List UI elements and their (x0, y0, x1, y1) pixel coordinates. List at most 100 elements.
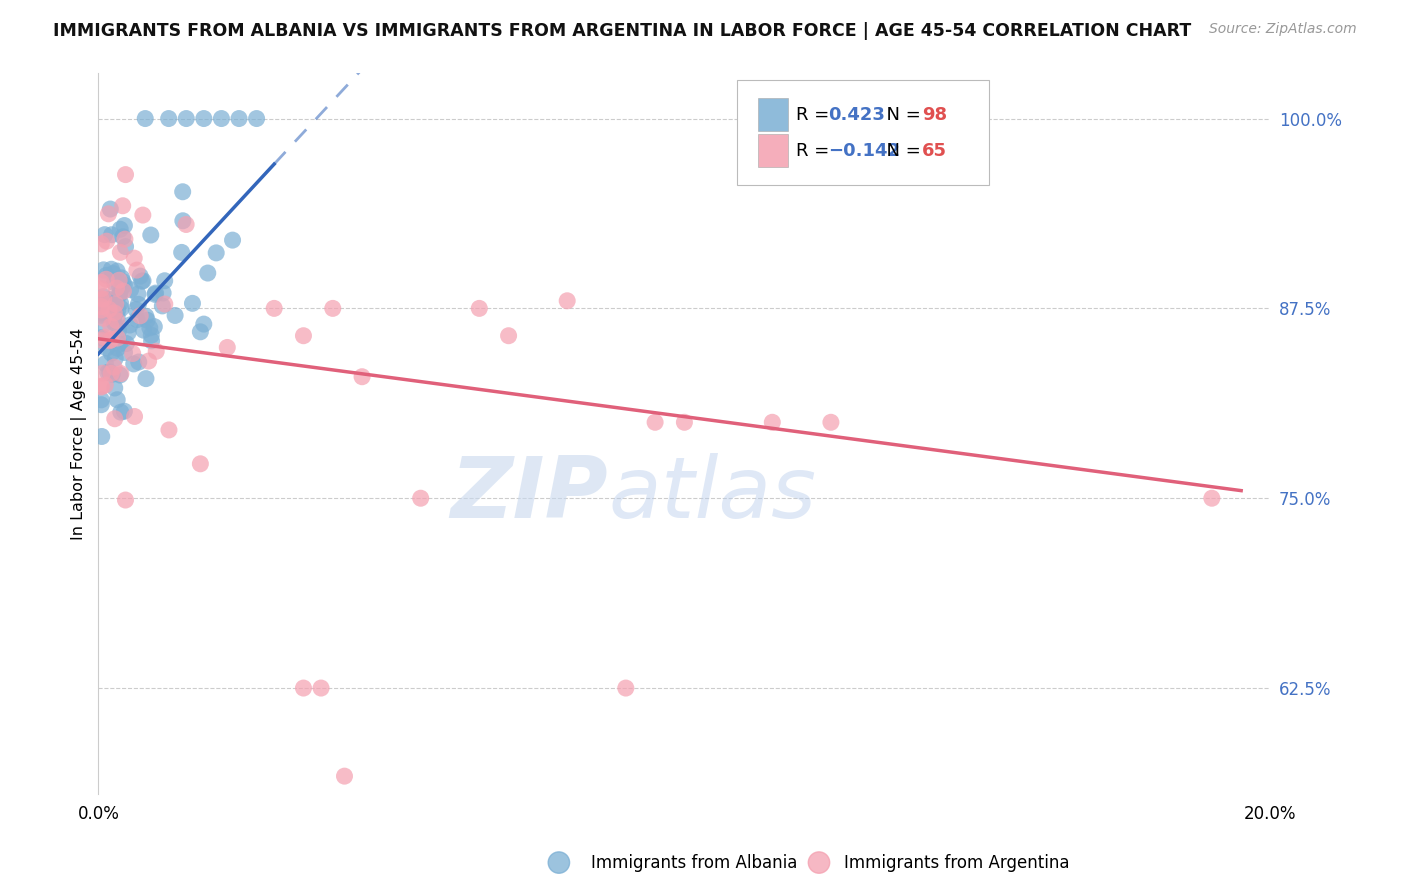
Point (93, 311, 115, 326)
Point (292, 328, 315, 343)
Point (103, 360, 125, 375)
Point (97, 207, 120, 221)
Point (131, 274, 153, 288)
Text: Immigrants from Argentina: Immigrants from Argentina (844, 855, 1069, 872)
Point (122, 251, 145, 265)
Point (135, 310, 157, 324)
Point (104, 276, 127, 290)
Point (197, 266, 219, 280)
Point (90, 380, 112, 394)
Point (111, 274, 134, 288)
Point (91, 334, 114, 348)
Point (170, 245, 193, 260)
Point (105, 264, 128, 278)
Point (143, 319, 166, 334)
Point (190, 457, 212, 471)
Point (157, 112, 180, 126)
Point (217, 341, 239, 355)
Point (157, 423, 180, 437)
Point (115, 336, 138, 351)
Point (141, 328, 163, 343)
Point (112, 404, 135, 418)
Point (90, 306, 112, 320)
Point (90, 300, 112, 314)
Point (118, 318, 141, 332)
Point (101, 267, 124, 281)
Point (111, 281, 134, 295)
Point (90, 293, 112, 307)
Point (110, 296, 132, 310)
Y-axis label: In Labor Force | Age 45-54: In Labor Force | Age 45-54 (72, 327, 87, 540)
Point (103, 316, 125, 330)
Text: N =: N = (876, 142, 927, 160)
Point (322, 301, 344, 316)
Point (136, 313, 159, 327)
Point (134, 112, 156, 126)
Text: R =: R = (796, 142, 835, 160)
Point (103, 310, 125, 325)
Point (112, 277, 135, 292)
Point (143, 287, 166, 301)
Point (108, 286, 131, 301)
Point (205, 246, 228, 260)
Point (105, 310, 128, 324)
Point (104, 297, 127, 311)
Point (112, 284, 135, 298)
Point (127, 312, 149, 326)
Point (110, 245, 132, 260)
Point (90, 308, 112, 322)
Point (96, 234, 118, 248)
Point (172, 214, 194, 228)
Point (90, 276, 112, 290)
Point (94, 330, 117, 344)
Point (104, 381, 127, 395)
Point (96, 297, 118, 311)
Bar (758, 98, 787, 131)
Point (174, 218, 197, 232)
Point (104, 351, 127, 366)
Point (309, 681, 332, 695)
Point (94, 378, 117, 392)
Point (104, 411, 127, 425)
Point (98, 293, 121, 307)
Point (90, 292, 112, 306)
Point (96, 272, 118, 286)
Point (103, 306, 125, 320)
Point (107, 341, 129, 355)
Point (127, 287, 149, 301)
Point (108, 273, 131, 287)
Point (132, 208, 155, 222)
Point (97, 366, 120, 380)
Point (90, 302, 112, 317)
Point (107, 323, 129, 337)
Point (150, 299, 173, 313)
Text: IMMIGRANTS FROM ALBANIA VS IMMIGRANTS FROM ARGENTINA IN LABOR FORCE | AGE 45-54 : IMMIGRANTS FROM ALBANIA VS IMMIGRANTS FR… (53, 22, 1192, 40)
Point (138, 354, 160, 368)
Point (139, 227, 162, 242)
Point (129, 309, 152, 323)
FancyBboxPatch shape (737, 80, 990, 185)
Point (132, 274, 155, 288)
Text: −0.142: −0.142 (828, 142, 901, 160)
Point (117, 326, 139, 340)
Text: R =: R = (796, 106, 835, 124)
Point (673, 415, 696, 429)
Point (153, 274, 176, 288)
Point (193, 112, 215, 126)
Point (93, 292, 115, 306)
Point (181, 296, 204, 310)
Point (292, 681, 315, 695)
Point (193, 317, 215, 331)
Point (105, 392, 128, 407)
Point (100, 262, 122, 277)
Text: atlas: atlas (609, 453, 817, 536)
Point (174, 112, 197, 126)
Point (90, 236, 112, 251)
Point (820, 415, 842, 429)
Point (111, 271, 134, 285)
Point (152, 285, 174, 300)
Point (100, 298, 122, 312)
Point (114, 232, 136, 246)
Point (468, 301, 491, 316)
Point (165, 309, 187, 323)
